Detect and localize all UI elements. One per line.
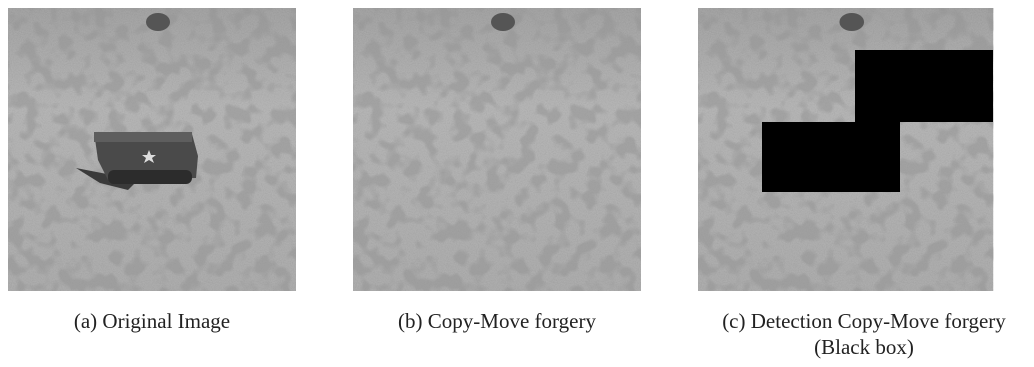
caption: (a) Original Image [74, 309, 230, 333]
figure: (a) Original Image (b) Copy-Move forgery… [0, 0, 1034, 362]
page: {"panels": [ {"caption": ["(a) Original … [0, 0, 1034, 362]
detection-box [762, 122, 900, 192]
caption: (b) Copy-Move forgery [398, 309, 596, 333]
image-forgery [353, 8, 641, 291]
image-detection [698, 8, 993, 291]
caption: (c) Detection Copy-Move forgery [722, 309, 1006, 333]
caption: (Black box) [814, 335, 914, 359]
detection-box [855, 50, 993, 122]
image-original [8, 8, 296, 291]
